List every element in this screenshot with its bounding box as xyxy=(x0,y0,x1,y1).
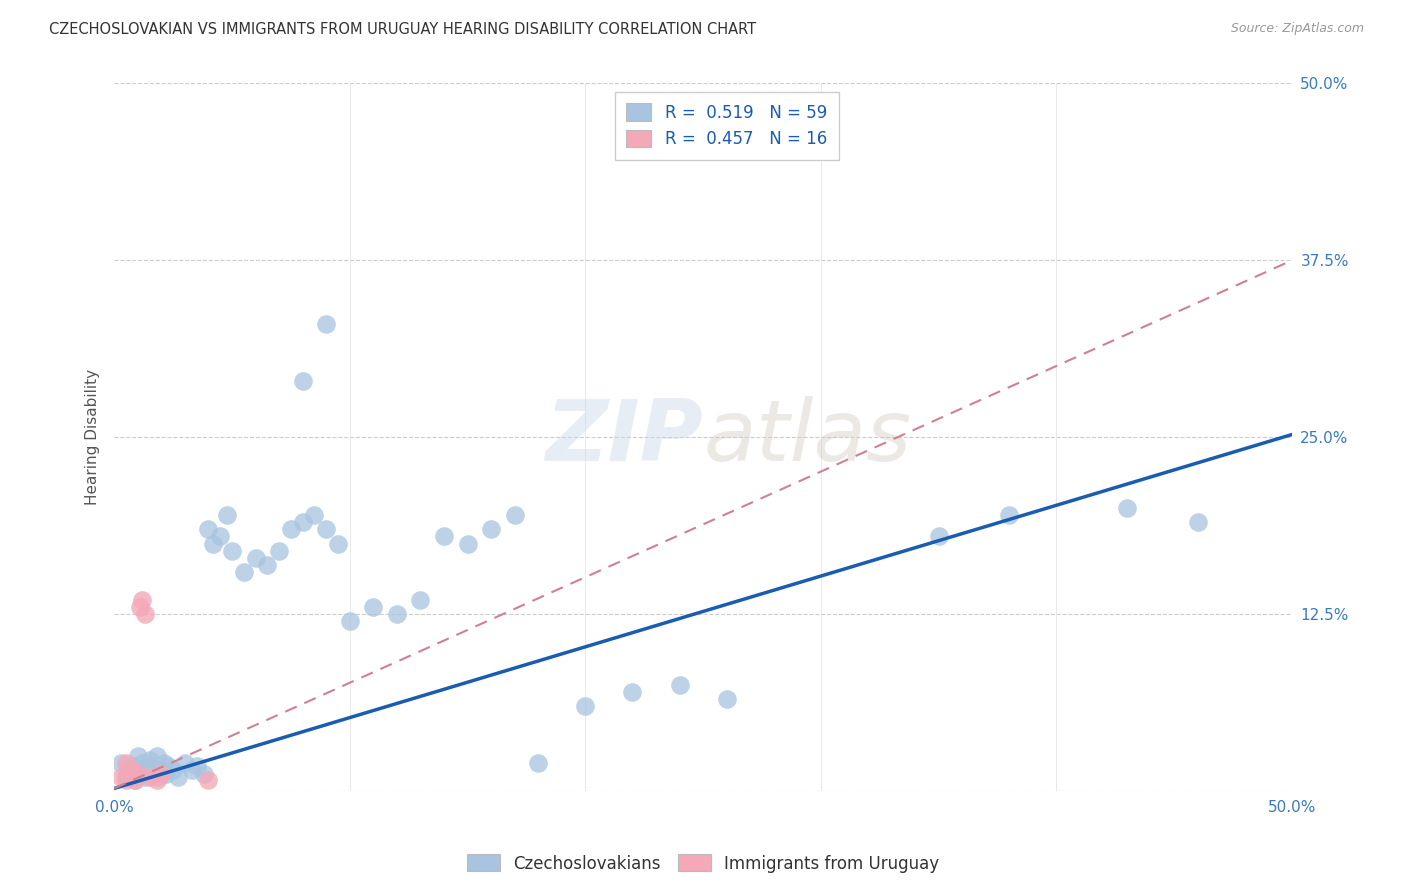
Point xyxy=(131,593,153,607)
Point xyxy=(134,770,156,784)
Point xyxy=(315,317,337,331)
Point xyxy=(409,593,432,607)
Point xyxy=(193,767,215,781)
Point xyxy=(267,543,290,558)
Point xyxy=(232,565,254,579)
Point xyxy=(304,508,326,523)
Point xyxy=(150,763,173,777)
Point xyxy=(326,536,349,550)
Point xyxy=(120,767,142,781)
Legend: Czechoslovakians, Immigrants from Uruguay: Czechoslovakians, Immigrants from Urugua… xyxy=(460,847,946,880)
Point xyxy=(117,767,139,781)
Legend: R =  0.519   N = 59, R =  0.457   N = 16: R = 0.519 N = 59, R = 0.457 N = 16 xyxy=(614,92,838,160)
Point xyxy=(315,522,337,536)
Point xyxy=(162,763,184,777)
Point xyxy=(148,770,170,784)
Point xyxy=(209,529,232,543)
Point xyxy=(245,550,267,565)
Point xyxy=(668,678,690,692)
Point xyxy=(280,522,302,536)
Text: Source: ZipAtlas.com: Source: ZipAtlas.com xyxy=(1230,22,1364,36)
Text: atlas: atlas xyxy=(703,396,911,479)
Point xyxy=(716,692,738,706)
Point xyxy=(127,748,149,763)
Point xyxy=(124,772,146,787)
Point xyxy=(291,516,314,530)
Point xyxy=(115,756,138,770)
Point xyxy=(527,756,550,770)
Point xyxy=(124,772,146,787)
Point xyxy=(120,763,142,777)
Point xyxy=(157,758,180,772)
Point xyxy=(363,600,385,615)
Point xyxy=(122,770,145,784)
Point xyxy=(479,522,502,536)
Point xyxy=(291,374,314,388)
Text: ZIP: ZIP xyxy=(546,396,703,479)
Point xyxy=(256,558,278,572)
Point xyxy=(998,508,1021,523)
Point xyxy=(217,508,239,523)
Point xyxy=(385,607,408,622)
Point xyxy=(621,685,644,699)
Point xyxy=(150,767,173,781)
Point xyxy=(122,758,145,772)
Y-axis label: Hearing Disability: Hearing Disability xyxy=(86,369,100,506)
Point xyxy=(141,758,163,772)
Point xyxy=(145,748,167,763)
Point xyxy=(143,767,166,781)
Point xyxy=(138,753,160,767)
Point xyxy=(186,758,208,772)
Point xyxy=(221,543,243,558)
Point xyxy=(197,522,219,536)
Text: CZECHOSLOVAKIAN VS IMMIGRANTS FROM URUGUAY HEARING DISABILITY CORRELATION CHART: CZECHOSLOVAKIAN VS IMMIGRANTS FROM URUGU… xyxy=(49,22,756,37)
Point xyxy=(134,607,156,622)
Point xyxy=(173,756,195,770)
Point xyxy=(127,767,149,781)
Point xyxy=(503,508,526,523)
Point xyxy=(181,763,204,777)
Point xyxy=(457,536,479,550)
Point xyxy=(136,763,159,777)
Point xyxy=(1116,501,1139,516)
Point xyxy=(166,770,188,784)
Point xyxy=(152,756,174,770)
Point xyxy=(115,770,138,784)
Point xyxy=(110,770,132,784)
Point xyxy=(433,529,456,543)
Point xyxy=(115,772,138,787)
Point xyxy=(131,756,153,770)
Point xyxy=(155,767,177,781)
Point xyxy=(574,699,596,714)
Point xyxy=(129,763,152,777)
Point xyxy=(138,770,160,784)
Point xyxy=(339,615,361,629)
Point xyxy=(117,763,139,777)
Point xyxy=(120,763,142,777)
Point xyxy=(129,600,152,615)
Point xyxy=(110,756,132,770)
Point xyxy=(928,529,950,543)
Point xyxy=(1187,516,1209,530)
Point xyxy=(197,772,219,787)
Point xyxy=(202,536,225,550)
Point xyxy=(145,772,167,787)
